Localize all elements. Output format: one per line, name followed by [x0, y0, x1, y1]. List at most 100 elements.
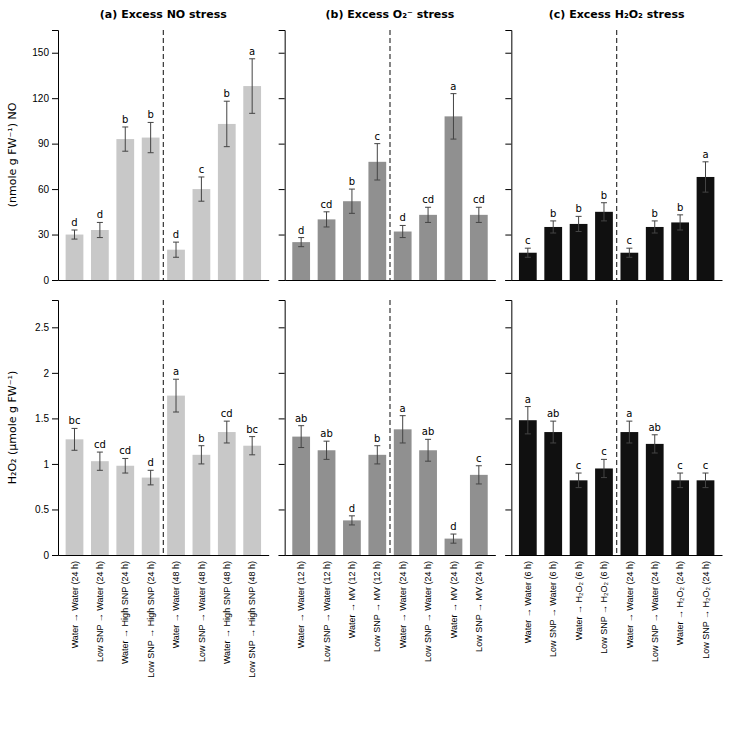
plot-area: [292, 30, 487, 280]
error-bar-cap: [525, 406, 531, 407]
x-tick-label: Water → H₂O₂ (24 h): [675, 561, 685, 645]
y-axis: 0306090120150: [32, 31, 58, 286]
annotation: cd: [321, 199, 333, 210]
y-tick-mark: [279, 53, 285, 54]
annotation: b: [677, 202, 683, 213]
y-axis-line: [52, 301, 59, 556]
y-tick: [505, 464, 511, 465]
y-tick-mark: [505, 464, 511, 465]
error-bar: [349, 189, 355, 213]
y-tick: [279, 144, 285, 145]
plot-area: [66, 300, 261, 555]
error-bar-line: [680, 473, 681, 488]
error-bar-cap: [425, 222, 431, 223]
annotation: d: [400, 212, 406, 223]
error-bar-cap: [626, 248, 632, 249]
y-tick-mark: [505, 235, 511, 236]
x-tick: Low SNP → Water (24 h): [95, 555, 105, 662]
annotation: ab: [648, 422, 660, 433]
y-tick: [279, 189, 285, 190]
error-bar-cap: [601, 220, 607, 221]
error-bar-cap: [249, 58, 255, 59]
bar: [544, 432, 562, 555]
y-axis-title: H₂O₂ (μmole g FW⁻¹): [6, 371, 19, 485]
annotation: ab: [295, 413, 307, 424]
x-tick: Water → H₂O₂ (6 h): [574, 555, 584, 640]
error-bar-cap: [198, 463, 204, 464]
bar: [292, 242, 310, 280]
error-bar: [122, 127, 128, 151]
error-bar-line: [402, 225, 403, 237]
error-bar-cap: [173, 412, 179, 413]
error-bar-cap: [173, 242, 179, 243]
error-bar-line: [125, 458, 126, 473]
error-bar-cap: [576, 487, 582, 488]
x-tick: Water → Water (24 h): [70, 555, 80, 648]
annotation: d: [71, 217, 77, 228]
error-bar: [224, 101, 230, 146]
error-bar-line: [478, 466, 479, 484]
error-bar-cap: [677, 473, 683, 474]
bar: [646, 444, 664, 555]
bar: [318, 219, 336, 280]
error-bar-cap: [425, 207, 431, 208]
x-axis-line: [512, 280, 723, 281]
y-tick: [279, 555, 285, 556]
x-tick-label: Water → Water (6 h): [523, 561, 533, 643]
y-axis-line: [505, 301, 512, 556]
bar: [91, 230, 109, 280]
y-tick-mark: [279, 464, 285, 465]
y-tick-mark: [279, 418, 285, 419]
y-tick: [505, 555, 511, 556]
y-tick-mark: [279, 280, 285, 281]
figure: 0306090120150ddbbdcba(a) Excess NO stres…: [0, 0, 732, 729]
y-tick: [505, 418, 511, 419]
error-bar-cap: [450, 139, 456, 140]
error-bar-cap: [476, 465, 482, 466]
error-bar: [703, 473, 709, 488]
annotation: cd: [119, 445, 131, 456]
error-bar: [652, 435, 658, 453]
error-bar: [550, 421, 556, 443]
annotation: b: [147, 109, 153, 120]
error-bar: [173, 242, 179, 257]
y-tick-mark: [505, 418, 511, 419]
bar: [243, 86, 261, 280]
y-tick: [505, 327, 511, 328]
panel: dcdbcdcdacd(b) Excess O₂⁻ stress: [279, 8, 496, 281]
error-bar-line: [301, 238, 302, 247]
x-tick-label: Water → Water (12 h): [296, 561, 306, 648]
annotation: a: [400, 403, 406, 414]
error-bar: [601, 203, 607, 221]
error-bar-cap: [652, 453, 658, 454]
error-bar: [173, 379, 179, 412]
error-bar-cap: [576, 216, 582, 217]
annotation: a: [450, 81, 456, 92]
y-tick-mark: [52, 98, 58, 99]
bar: [116, 139, 134, 280]
group-separator: [163, 30, 164, 280]
annotation: cd: [94, 439, 106, 450]
y-axis: [505, 31, 512, 281]
y-tick-mark: [505, 53, 511, 54]
error-bar-line: [705, 162, 706, 192]
x-tick: Low SNP → Water (12 h): [322, 555, 332, 662]
error-bar-line: [629, 248, 630, 257]
error-bar-line: [176, 242, 177, 257]
x-tick-label: Low SNP → Water (24 h): [95, 561, 105, 662]
error-bar-cap: [677, 487, 683, 488]
error-bar: [249, 59, 255, 114]
y-tick: 30: [38, 229, 58, 240]
panel: 0306090120150ddbbdcba(a) Excess NO stres…: [6, 8, 269, 286]
annotation: c: [703, 460, 709, 471]
annotation: b: [349, 176, 355, 187]
annotation: d: [298, 225, 304, 236]
error-bar-cap: [525, 433, 531, 434]
error-bar: [400, 225, 406, 237]
x-tick: Low SNP → Water (24 h): [423, 555, 433, 662]
y-tick: [279, 509, 285, 510]
error-bar: [400, 416, 406, 443]
error-bar-cap: [173, 257, 179, 258]
error-bar-line: [326, 212, 327, 227]
x-tick: Low SNP → High SNP (48 h): [247, 555, 257, 678]
